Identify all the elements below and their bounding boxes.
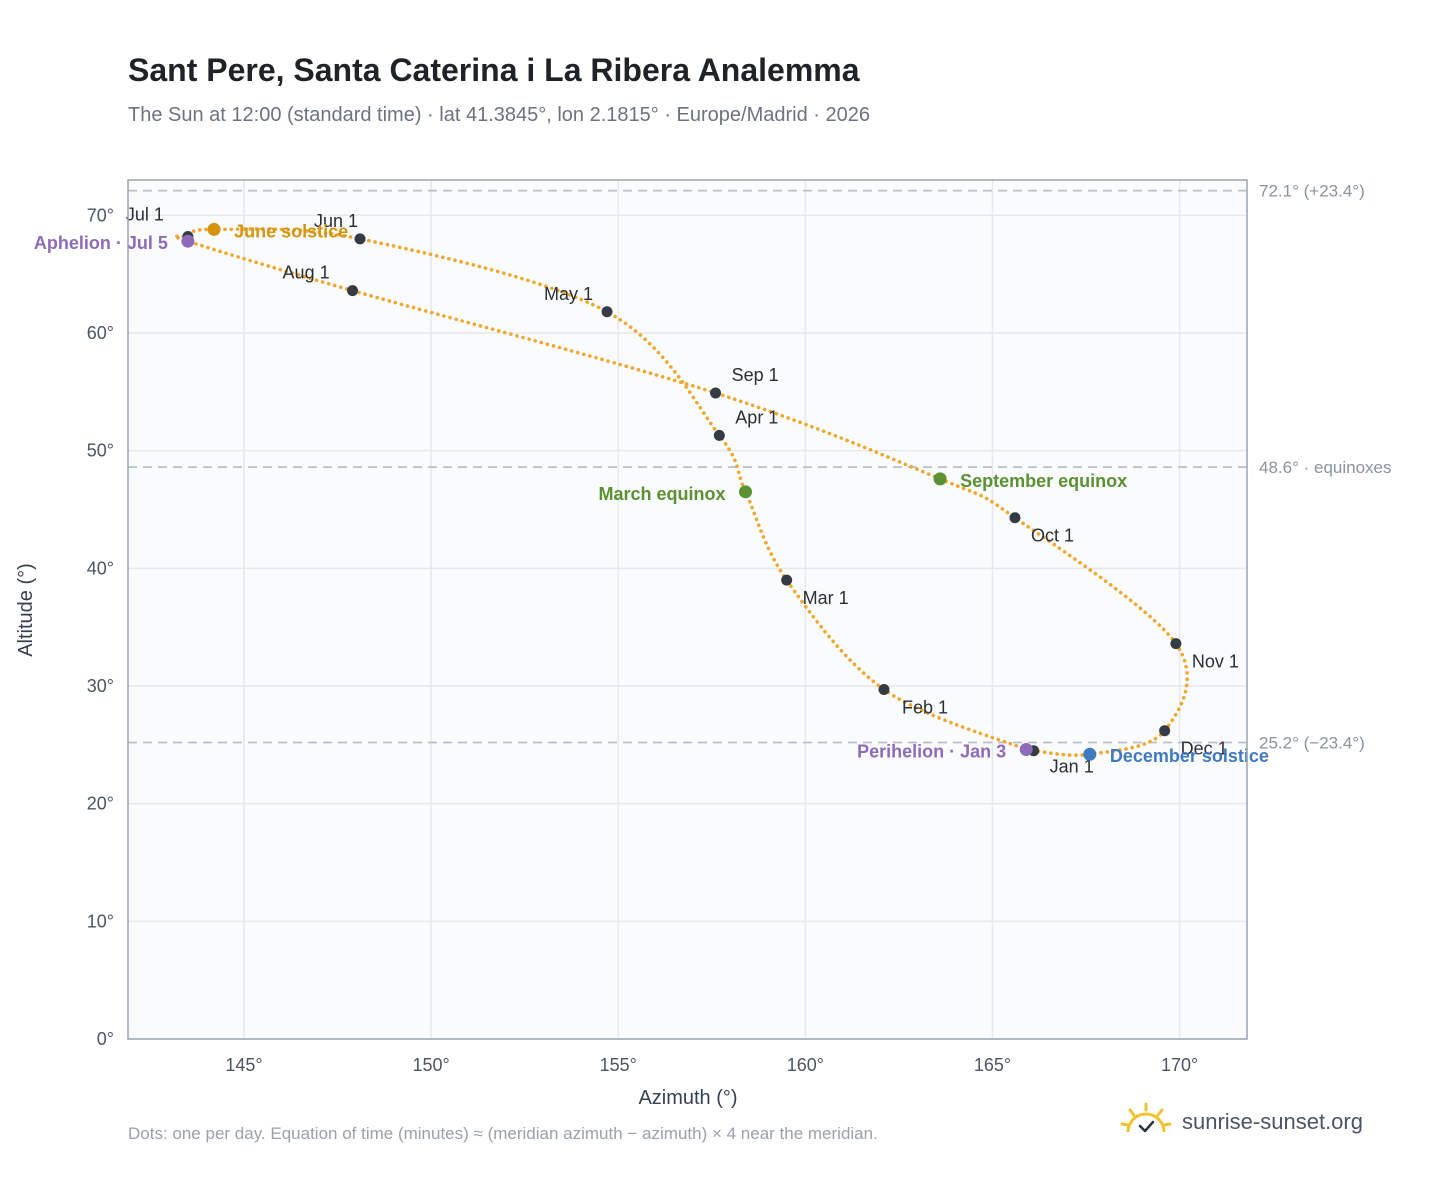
y-tick-label: 0° — [97, 1029, 114, 1049]
plot-frame — [127, 179, 1248, 1040]
month-marker — [1009, 512, 1021, 524]
brand-name: sunrise-sunset.org — [1182, 1108, 1363, 1134]
reference-line-label: 72.1° (+23.4°) — [1259, 182, 1365, 201]
month-marker — [878, 684, 890, 696]
x-tick-label: 145° — [225, 1055, 262, 1075]
month-marker — [781, 574, 793, 586]
chart-footnote: Dots: one per day. Equation of time (min… — [128, 1124, 878, 1143]
month-marker — [1170, 638, 1182, 650]
x-tick-label: 170° — [1161, 1055, 1198, 1075]
month-markers: Jan 1 Feb 1 Mar 1 Apr 1 May 1 Jun 1 Jul 1 Aug 1… — [126, 204, 1239, 776]
month-marker — [1159, 725, 1171, 737]
x-tick-label: 155° — [600, 1055, 637, 1075]
month-marker — [710, 387, 722, 399]
month-label: Jun 1 — [314, 211, 358, 231]
y-axis-ticks: 0° 10° 20° 30° 40° 50° 60° 70° — [87, 205, 114, 1049]
event-label: June solstice — [234, 221, 348, 241]
x-tick-label: 165° — [974, 1055, 1011, 1075]
month-marker — [601, 306, 613, 318]
month-label: Oct 1 — [1031, 526, 1074, 546]
reference-lines: 72.1° (+23.4°) 48.6° · equinoxes 25.2° (−2… — [128, 182, 1392, 752]
y-tick-label: 50° — [87, 441, 114, 461]
brand-logo[interactable]: sunrise-sunset.org — [1120, 1102, 1363, 1141]
x-tick-label: 160° — [787, 1055, 824, 1075]
analemma-curve — [172, 227, 1189, 757]
event-label: Perihelion · Jan 3 — [857, 742, 1006, 762]
plot-background — [128, 180, 1247, 1039]
y-tick-label: 60° — [87, 323, 114, 343]
month-label: Feb 1 — [902, 698, 948, 718]
month-label: Jul 1 — [126, 204, 164, 224]
event-marker — [933, 472, 947, 486]
event-marker — [207, 222, 221, 236]
sun-logo-icon — [1120, 1102, 1172, 1141]
month-label: Apr 1 — [735, 407, 778, 427]
month-marker — [354, 233, 366, 245]
event-markers: Aphelion · Jul 5 June solstice March equin… — [34, 221, 1269, 766]
chart-title: Sant Pere, Santa Caterina i La Ribera An… — [128, 52, 860, 88]
month-label: Aug 1 — [283, 263, 330, 283]
event-marker — [1019, 743, 1033, 757]
y-tick-label: 20° — [87, 794, 114, 814]
reference-line-label: 25.2° (−23.4°) — [1259, 733, 1365, 752]
month-label: Jan 1 — [1050, 757, 1094, 777]
month-label: Mar 1 — [803, 588, 849, 608]
month-label: Dec 1 — [1181, 739, 1228, 759]
event-label: September equinox — [960, 471, 1127, 491]
month-label: Sep 1 — [732, 365, 779, 385]
y-axis-label: Altitude (°) — [15, 563, 37, 657]
reference-line-label: 48.6° · equinoxes — [1259, 458, 1392, 477]
analemma-daily-dots — [172, 227, 1189, 757]
event-label: March equinox — [598, 484, 725, 504]
y-tick-label: 30° — [87, 676, 114, 696]
y-tick-label: 40° — [87, 558, 114, 578]
x-tick-label: 150° — [413, 1055, 450, 1075]
event-marker — [739, 485, 753, 499]
x-axis-label: Azimuth (°) — [638, 1087, 737, 1109]
event-label: December solstice — [1110, 746, 1269, 766]
event-marker — [181, 234, 195, 248]
y-tick-label: 70° — [87, 205, 114, 225]
month-label: May 1 — [544, 284, 593, 304]
month-marker — [713, 429, 725, 441]
event-marker — [1083, 747, 1097, 761]
month-label: Nov 1 — [1192, 652, 1239, 672]
event-label: Aphelion · Jul 5 — [34, 233, 168, 253]
month-marker — [347, 285, 359, 297]
chart-subtitle: The Sun at 12:00 (standard time) · lat 4… — [128, 104, 870, 126]
x-axis-ticks: 145° 150° 155° 160° 165° 170° — [225, 1055, 1198, 1075]
y-tick-label: 10° — [87, 911, 114, 931]
